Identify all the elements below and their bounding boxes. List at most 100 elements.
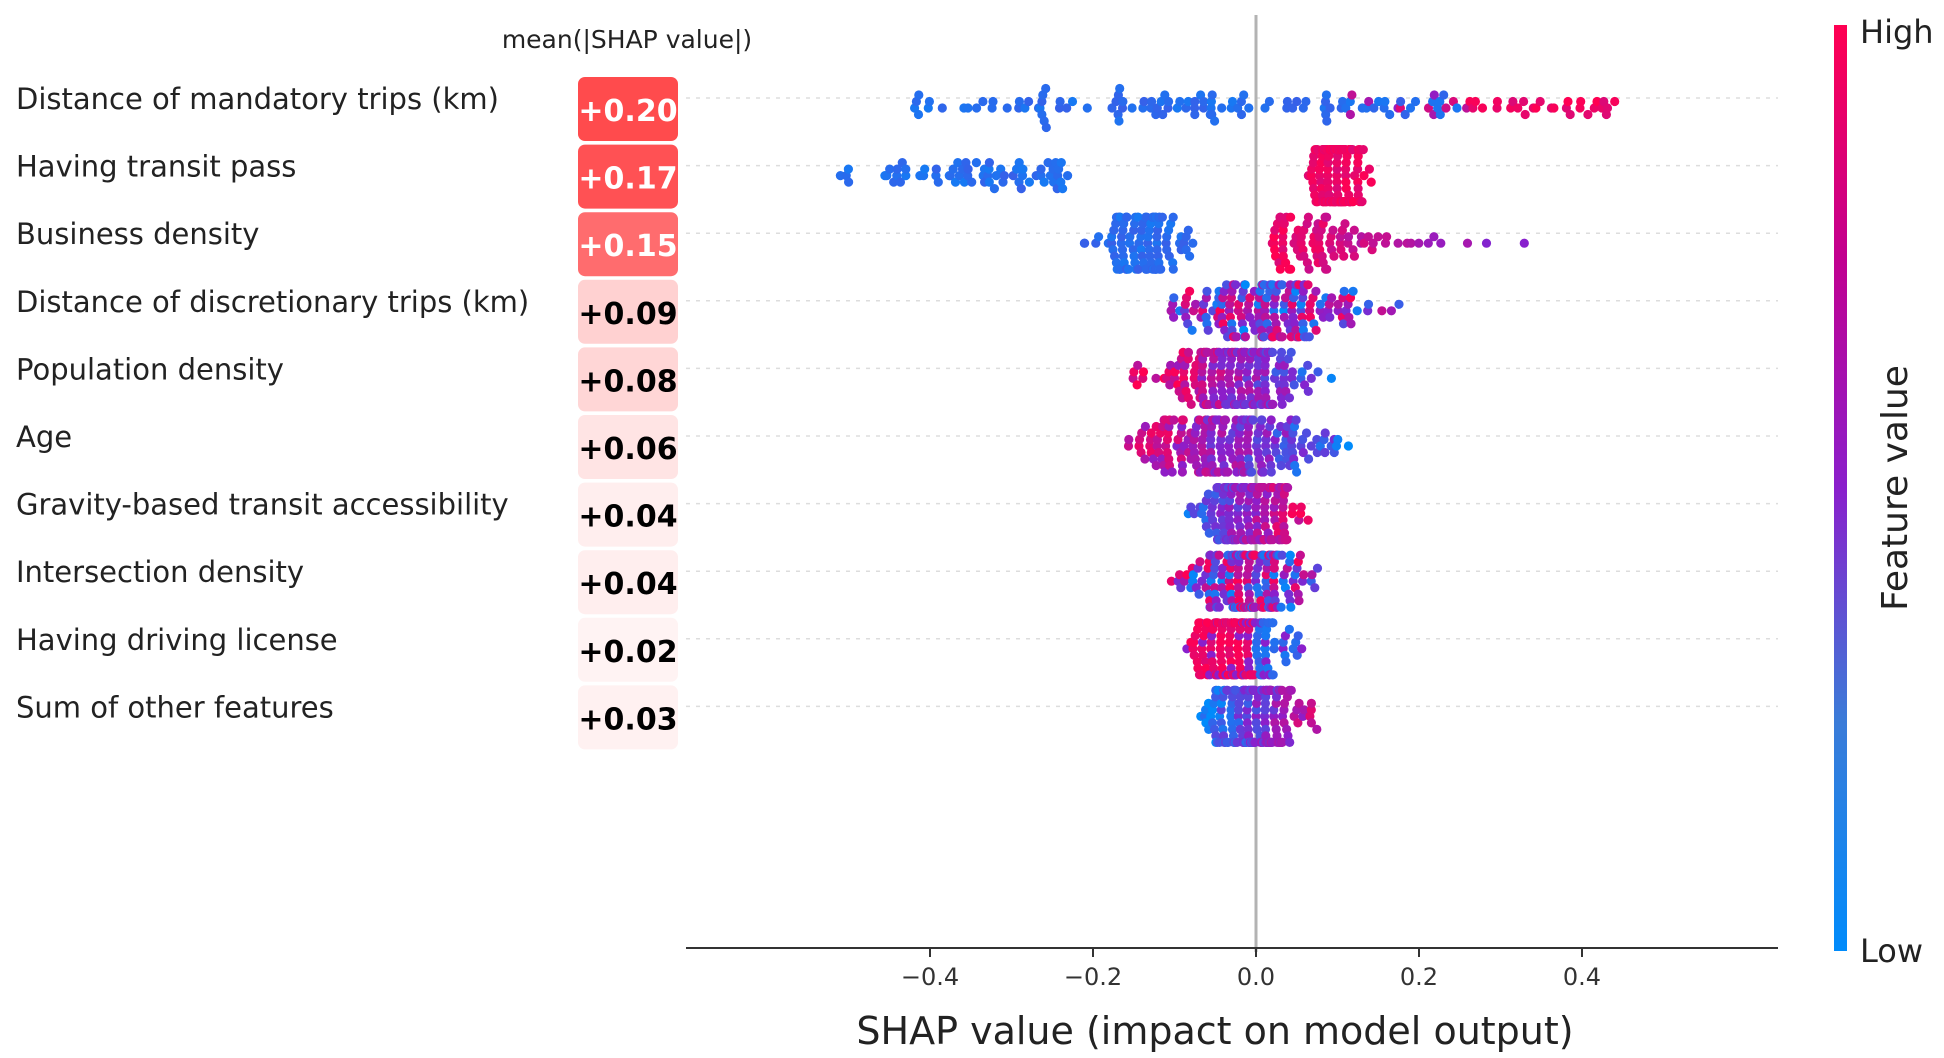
shap-point bbox=[984, 164, 994, 174]
shap-point bbox=[1276, 347, 1287, 357]
shap-point bbox=[1016, 184, 1026, 194]
shap-point bbox=[1220, 415, 1231, 425]
shap-point bbox=[1260, 502, 1270, 512]
importance-value: +0.17 bbox=[578, 162, 677, 197]
shap-point bbox=[1269, 576, 1279, 586]
shap-point bbox=[1062, 103, 1072, 113]
shap-point bbox=[1063, 171, 1073, 181]
shap-point bbox=[1260, 644, 1270, 654]
shap-point bbox=[1206, 441, 1216, 451]
shap-point bbox=[1195, 557, 1205, 567]
shap-point bbox=[1262, 563, 1272, 573]
shap-point bbox=[1400, 109, 1410, 120]
shap-point bbox=[1260, 724, 1271, 735]
importance-badge: +0.03 bbox=[578, 685, 678, 750]
shap-point bbox=[1315, 299, 1325, 309]
shap-point bbox=[1227, 319, 1237, 329]
shap-point bbox=[1058, 184, 1068, 194]
importance-badge: +0.06 bbox=[578, 415, 678, 479]
shap-point bbox=[1002, 103, 1012, 113]
shap-point bbox=[1160, 467, 1170, 477]
shap-point bbox=[1320, 428, 1330, 438]
shap-point bbox=[1576, 96, 1586, 107]
shap-point bbox=[1321, 90, 1331, 100]
shap-point bbox=[1179, 441, 1189, 451]
shap-point bbox=[1316, 177, 1326, 187]
shap-point bbox=[1189, 508, 1199, 519]
shap-point bbox=[1127, 103, 1137, 113]
importance-value: +0.20 bbox=[578, 94, 677, 129]
shap-point bbox=[1253, 386, 1263, 396]
shap-point bbox=[1140, 421, 1150, 432]
shap-point bbox=[1257, 415, 1267, 425]
shap-point bbox=[1168, 264, 1178, 274]
shap-point bbox=[1240, 332, 1250, 342]
shap-point bbox=[1306, 373, 1316, 383]
shap-point bbox=[1349, 251, 1359, 261]
shap-point bbox=[1138, 367, 1149, 377]
shap-point bbox=[1282, 96, 1292, 107]
shap-point bbox=[1363, 232, 1373, 242]
shap-point bbox=[1250, 602, 1260, 612]
shap-point bbox=[972, 103, 982, 113]
shap-point bbox=[1346, 319, 1356, 329]
shap-point bbox=[1353, 184, 1363, 194]
shap-point bbox=[1043, 158, 1053, 168]
shap-point bbox=[1117, 103, 1128, 113]
shap-point bbox=[1243, 637, 1253, 647]
shap-point bbox=[1343, 232, 1354, 242]
shap-point bbox=[1326, 373, 1336, 383]
colorbar bbox=[1834, 25, 1847, 951]
shap-point bbox=[1248, 415, 1258, 425]
shap-point bbox=[1139, 96, 1149, 107]
shap-point bbox=[1123, 264, 1133, 274]
shap-point bbox=[920, 164, 930, 174]
shap-point bbox=[1452, 103, 1462, 113]
shap-point bbox=[1244, 589, 1254, 599]
shap-point bbox=[1304, 332, 1314, 342]
importance-badge: +0.04 bbox=[578, 482, 678, 547]
shap-point bbox=[1322, 116, 1332, 126]
shap-point bbox=[1133, 264, 1143, 274]
shap-point bbox=[1282, 535, 1292, 545]
shap-point bbox=[1312, 563, 1323, 573]
shap-point bbox=[1234, 589, 1244, 599]
shap-point bbox=[1123, 441, 1134, 451]
shap-point bbox=[1251, 705, 1261, 715]
shap-point bbox=[1206, 434, 1216, 445]
shap-point bbox=[1259, 332, 1269, 342]
shap-point bbox=[1218, 563, 1228, 573]
shap-point bbox=[1197, 380, 1207, 390]
row-grid-lines bbox=[686, 97, 1778, 708]
colorbar-title: Feature value bbox=[1875, 365, 1916, 611]
shap-point bbox=[1243, 428, 1253, 438]
shap-point bbox=[1231, 685, 1241, 696]
shap-point bbox=[1276, 602, 1286, 612]
importance-badge: +0.09 bbox=[578, 279, 678, 344]
shap-point bbox=[1167, 467, 1177, 477]
shap-point bbox=[1338, 319, 1349, 329]
shap-point bbox=[1289, 380, 1299, 390]
shap-point bbox=[1114, 116, 1124, 126]
shap-point bbox=[1339, 286, 1349, 296]
shap-point bbox=[1583, 109, 1593, 120]
shap-point bbox=[1222, 280, 1232, 290]
shap-point bbox=[1203, 325, 1213, 335]
shap-point bbox=[1329, 251, 1339, 261]
shap-point bbox=[1304, 454, 1314, 464]
shap-point bbox=[1216, 637, 1226, 647]
shap-point bbox=[1164, 96, 1174, 107]
shap-point bbox=[1298, 319, 1308, 329]
shap-point bbox=[1380, 96, 1390, 107]
shap-point bbox=[989, 184, 1000, 194]
shap-point bbox=[1286, 212, 1296, 222]
shap-point bbox=[1353, 164, 1363, 174]
feature-labels: Distance of mandatory trips (km) Having t… bbox=[16, 82, 529, 724]
shap-point bbox=[1067, 96, 1078, 107]
shap-point bbox=[1260, 698, 1270, 709]
shap-point bbox=[1332, 171, 1342, 181]
shap-point bbox=[1223, 467, 1233, 477]
shap-point bbox=[1353, 158, 1363, 168]
shap-point bbox=[1394, 299, 1404, 309]
shap-point bbox=[1277, 737, 1287, 748]
